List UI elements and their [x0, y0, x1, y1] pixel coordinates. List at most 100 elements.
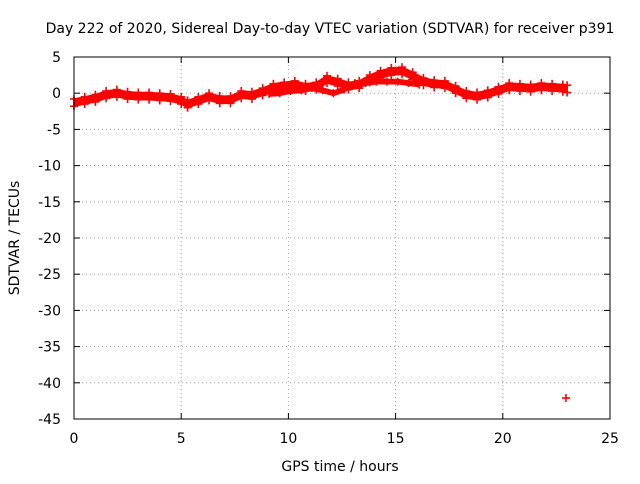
data-point: [177, 92, 186, 101]
data-point: [483, 93, 492, 102]
data-point: [215, 92, 224, 101]
data-point: [112, 92, 121, 101]
data-point: [205, 89, 214, 98]
data-point: [183, 96, 192, 105]
x-tick-label: 25: [601, 431, 619, 447]
data-point: [404, 79, 413, 88]
y-tick-label: -20: [38, 231, 61, 247]
y-tick-label: -30: [38, 303, 61, 319]
data-point: [494, 89, 503, 98]
data-point: [473, 95, 482, 104]
x-tick-label: 15: [387, 431, 405, 447]
data-layer: [70, 63, 572, 403]
grid-layer: [74, 57, 610, 419]
data-point: [387, 63, 396, 72]
data-point: [269, 87, 278, 96]
x-tick-label: 20: [494, 431, 512, 447]
data-point: [398, 70, 407, 79]
data-point: [91, 97, 100, 106]
data-point: [247, 94, 256, 103]
data-point: [419, 73, 428, 82]
data-point: [440, 84, 449, 93]
data-point: [290, 84, 299, 93]
data-point: [194, 92, 203, 101]
data-point: [166, 89, 175, 98]
data-point: [145, 95, 154, 104]
data-point: [301, 79, 310, 88]
data-point: [145, 88, 154, 97]
data-point: [134, 95, 143, 104]
data-point: [215, 99, 224, 108]
data-point: [440, 76, 449, 85]
data-point: [350, 79, 359, 88]
x-tick-label: 10: [279, 431, 297, 447]
data-point: [134, 88, 143, 97]
data-point: [318, 86, 327, 95]
data-point: [286, 87, 295, 96]
data-point: [91, 90, 100, 99]
data-point: [333, 74, 342, 83]
data-point: [563, 81, 572, 90]
data-point: [123, 87, 132, 96]
data-point: [537, 86, 546, 95]
data-point: [415, 80, 424, 89]
data-point: [205, 96, 214, 105]
data-point: [505, 79, 514, 88]
data-point: [376, 66, 385, 75]
data-point: [123, 94, 132, 103]
data-point: [548, 87, 557, 96]
y-tick-label: -40: [38, 376, 61, 392]
data-point: [269, 79, 278, 88]
data-point: [462, 94, 471, 103]
y-tick-label: -35: [38, 340, 61, 356]
data-point: [258, 84, 267, 93]
data-point: [383, 77, 392, 86]
tick-layer: 0 5 10 15 20 25 5 0 -5 -10 -15 -20 -25 -30 -35 -40 -45: [38, 50, 619, 447]
data-point: [355, 84, 364, 93]
data-point: [515, 79, 524, 88]
data-point: [333, 81, 342, 90]
data-point: [247, 87, 256, 96]
y-tick-label: 5: [52, 50, 61, 66]
y-tick-label: -45: [38, 412, 61, 428]
y-tick-label: -15: [38, 195, 61, 211]
data-point: [451, 89, 460, 98]
data-point: [237, 87, 246, 96]
x-tick-label: 5: [177, 431, 186, 447]
data-point: [387, 71, 396, 80]
data-point: [307, 84, 316, 93]
data-point: [340, 85, 349, 94]
data-point: [451, 81, 460, 90]
data-point: [155, 96, 164, 105]
data-point: [408, 75, 417, 84]
data-point: [365, 71, 374, 80]
data-point: [280, 85, 289, 94]
y-tick-label: -5: [47, 122, 61, 138]
data-point: [408, 68, 417, 77]
data-point: [376, 73, 385, 82]
data-point: [258, 91, 267, 100]
data-point: [237, 94, 246, 103]
y-tick-label: -10: [38, 159, 61, 175]
data-point: [329, 89, 338, 98]
data-point: [112, 85, 121, 94]
data-point: [462, 87, 471, 96]
data-point: [494, 82, 503, 91]
data-point: [563, 88, 572, 97]
chart-title: Day 222 of 2020, Sidereal Day-to-day VTE…: [46, 21, 615, 37]
data-point: [177, 100, 186, 109]
data-point: [80, 92, 89, 101]
data-point: [194, 100, 203, 109]
data-point: [297, 86, 306, 95]
y-tick-label: 0: [52, 86, 61, 102]
y-axis-label: SDTVAR / TECUs: [7, 181, 23, 296]
data-point: [226, 99, 235, 108]
data-point: [155, 89, 164, 98]
data-point: [226, 92, 235, 101]
data-point: [398, 63, 407, 72]
data-point: [80, 100, 89, 109]
data-point: [505, 86, 514, 95]
data-point: [548, 79, 557, 88]
